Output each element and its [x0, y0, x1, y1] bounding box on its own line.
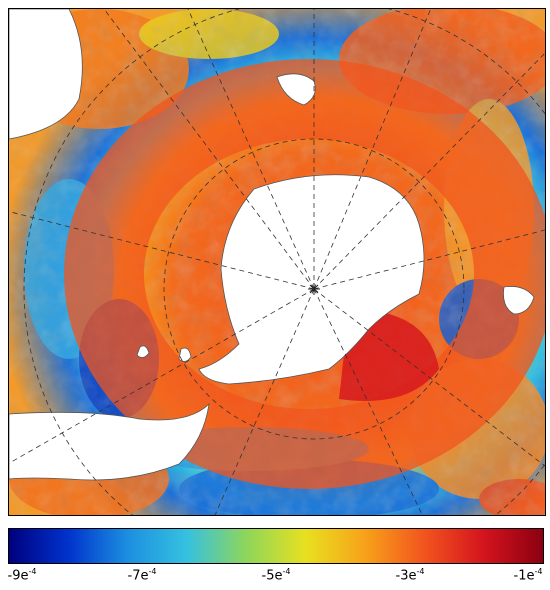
island-2	[178, 347, 192, 362]
africa-tip	[9, 9, 83, 140]
colorbar-tick-label: -7e-4	[127, 567, 157, 584]
colorbar-tick-label: -1e-4	[513, 567, 543, 584]
antarctica	[198, 174, 425, 385]
island-3	[136, 345, 150, 358]
colorbar-gradient	[9, 529, 543, 563]
polar-field-map	[9, 9, 545, 515]
colorbar	[8, 528, 544, 564]
land-masses	[9, 9, 535, 481]
map-frame	[8, 8, 546, 516]
colorbar-tick-label: -3e-4	[395, 567, 425, 584]
colorbar-tick-label: -9e-4	[7, 567, 37, 584]
new-zealand	[503, 286, 535, 315]
south-pole-marker	[308, 283, 320, 295]
south-america-tip	[9, 402, 210, 481]
graticule	[9, 9, 545, 515]
colorbar-tick-label: -5e-4	[261, 567, 291, 584]
